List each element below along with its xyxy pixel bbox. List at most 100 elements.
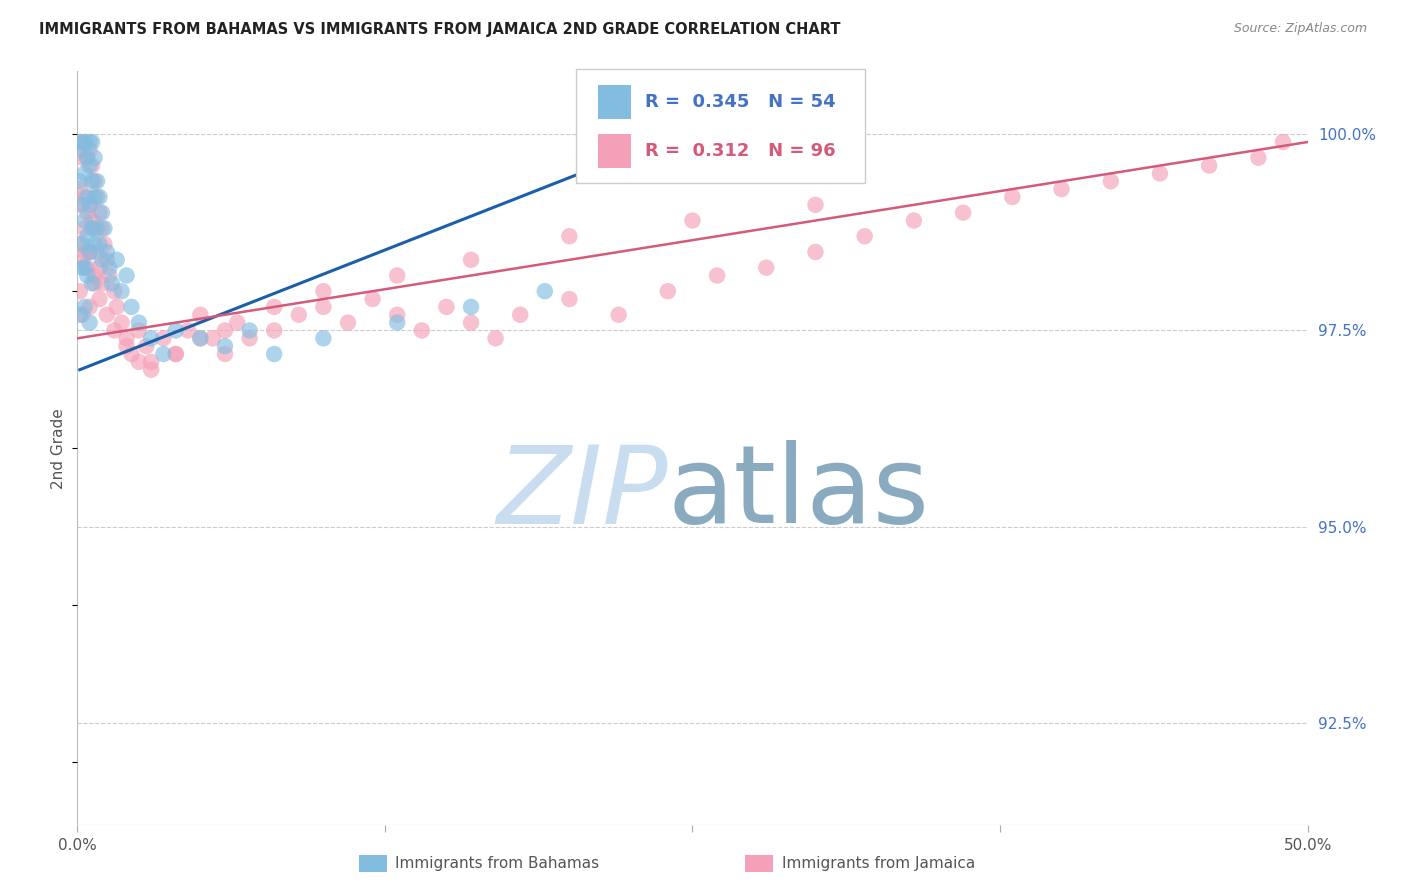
- Point: [558, 229, 581, 244]
- Point: [73, 135, 96, 149]
- Point: [853, 229, 876, 244]
- Point: [73, 300, 96, 314]
- Point: [706, 268, 728, 283]
- Point: [86, 174, 108, 188]
- Point: [361, 292, 384, 306]
- Point: [70, 198, 93, 212]
- Point: [83, 221, 105, 235]
- Point: [115, 331, 138, 345]
- Point: [312, 300, 335, 314]
- Point: [152, 347, 174, 361]
- Point: [804, 244, 827, 259]
- Point: [89, 190, 111, 204]
- Point: [70, 198, 93, 212]
- Point: [226, 316, 249, 330]
- Point: [485, 331, 508, 345]
- Point: [73, 190, 96, 204]
- Point: [76, 205, 98, 219]
- Point: [411, 323, 433, 337]
- Point: [387, 308, 409, 322]
- Point: [83, 151, 105, 165]
- Point: [96, 252, 118, 267]
- Point: [73, 244, 96, 259]
- Point: [90, 277, 114, 291]
- Point: [70, 151, 93, 165]
- Point: [165, 323, 187, 337]
- Point: [82, 221, 104, 235]
- Point: [96, 308, 118, 322]
- Text: Source: ZipAtlas.com: Source: ZipAtlas.com: [1233, 22, 1367, 36]
- Point: [86, 244, 108, 259]
- Point: [79, 244, 101, 259]
- Text: Immigrants from Bahamas: Immigrants from Bahamas: [395, 856, 599, 871]
- Point: [73, 221, 96, 235]
- Point: [79, 198, 101, 212]
- Point: [103, 284, 125, 298]
- Text: IMMIGRANTS FROM BAHAMAS VS IMMIGRANTS FROM JAMAICA 2ND GRADE CORRELATION CHART: IMMIGRANTS FROM BAHAMAS VS IMMIGRANTS FR…: [39, 22, 841, 37]
- Point: [152, 331, 174, 345]
- Point: [387, 316, 409, 330]
- Point: [337, 316, 360, 330]
- Point: [89, 292, 111, 306]
- Point: [121, 347, 143, 361]
- Y-axis label: 2nd Grade: 2nd Grade: [51, 408, 66, 489]
- Point: [83, 174, 105, 188]
- Point: [111, 316, 132, 330]
- Point: [79, 300, 101, 314]
- Point: [903, 213, 925, 227]
- Point: [69, 135, 91, 149]
- Point: [69, 284, 91, 298]
- Point: [86, 190, 108, 204]
- Point: [460, 252, 482, 267]
- Point: [239, 323, 262, 337]
- Point: [79, 244, 101, 259]
- Point: [89, 260, 111, 275]
- Point: [83, 237, 105, 252]
- Point: [93, 221, 115, 235]
- Point: [312, 284, 335, 298]
- Point: [70, 308, 93, 322]
- Point: [115, 339, 138, 353]
- Point: [79, 316, 101, 330]
- Point: [82, 159, 104, 173]
- Point: [83, 190, 105, 204]
- Point: [82, 277, 104, 291]
- Point: [263, 323, 285, 337]
- Text: Immigrants from Jamaica: Immigrants from Jamaica: [782, 856, 974, 871]
- Point: [82, 174, 104, 188]
- Point: [73, 166, 96, 180]
- Point: [263, 300, 285, 314]
- Point: [96, 244, 118, 259]
- Point: [141, 355, 163, 369]
- Point: [288, 308, 311, 322]
- Point: [70, 237, 93, 252]
- Point: [73, 260, 96, 275]
- Point: [607, 308, 630, 322]
- Point: [105, 252, 128, 267]
- Point: [90, 205, 114, 219]
- Point: [141, 362, 163, 376]
- Point: [90, 221, 114, 235]
- Point: [312, 331, 335, 345]
- Point: [509, 308, 531, 322]
- Point: [98, 268, 121, 283]
- Point: [93, 237, 115, 252]
- Point: [177, 323, 200, 337]
- Point: [263, 347, 285, 361]
- Point: [1099, 174, 1122, 188]
- Point: [79, 198, 101, 212]
- Point: [105, 300, 128, 314]
- Point: [128, 323, 150, 337]
- Point: [76, 151, 98, 165]
- Point: [79, 135, 101, 149]
- Point: [1149, 166, 1171, 180]
- Point: [534, 284, 557, 298]
- Point: [558, 292, 581, 306]
- Point: [69, 182, 91, 196]
- Point: [98, 260, 121, 275]
- Point: [76, 190, 98, 204]
- Text: R =  0.345   N = 54: R = 0.345 N = 54: [645, 93, 837, 111]
- Point: [1198, 159, 1220, 173]
- Point: [70, 260, 93, 275]
- Point: [76, 151, 98, 165]
